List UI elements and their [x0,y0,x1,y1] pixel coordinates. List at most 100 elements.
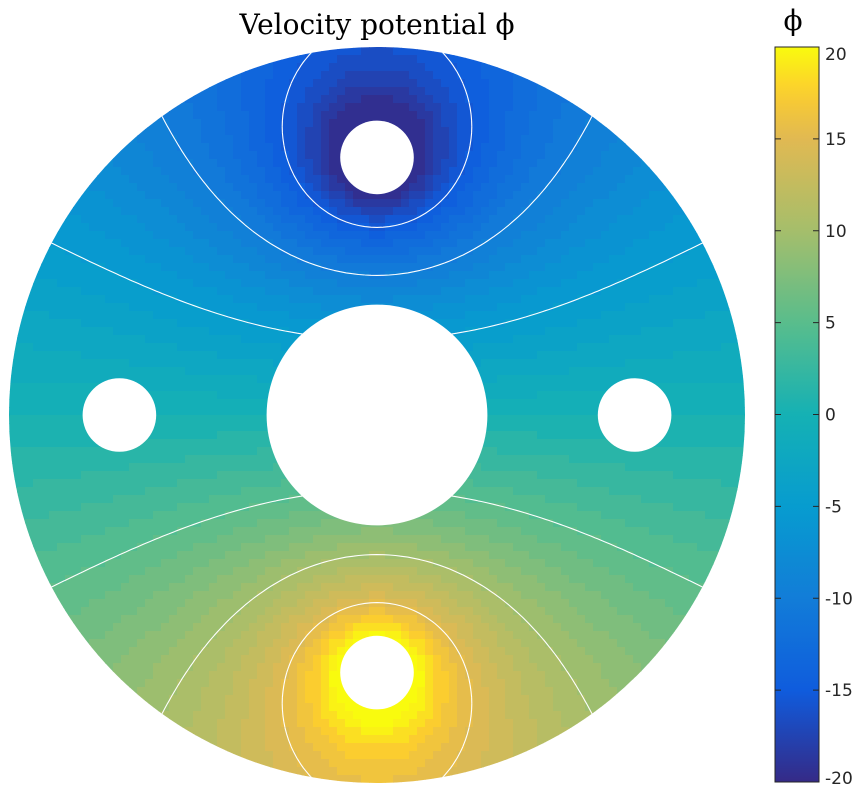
field-cell [401,255,410,264]
field-cell [209,287,218,296]
field-cell [209,703,218,712]
field-cell [169,255,178,264]
field-cell [153,599,162,608]
field-cell [489,407,498,416]
field-cell [89,271,98,280]
field-cell [489,127,498,136]
field-cell [169,247,178,256]
field-cell [209,423,218,432]
field-cell [369,727,378,736]
field-cell [417,223,426,232]
field-cell [25,311,34,320]
field-cell [385,287,394,296]
field-cell [345,599,354,608]
field-cell [337,719,346,728]
field-cell [249,583,258,592]
field-cell [481,767,490,776]
field-cell [425,711,434,720]
field-cell [249,391,258,400]
field-cell [297,679,306,688]
field-cell [49,511,58,520]
field-cell [489,695,498,704]
field-cell [185,127,194,136]
field-cell [401,231,410,240]
field-cell [113,255,122,264]
field-cell [249,559,258,568]
field-cell [233,663,242,672]
field-cell [497,567,506,576]
field-cell [41,463,50,472]
field-cell [249,415,258,424]
field-cell [233,215,242,224]
field-cell [49,567,58,576]
field-cell [217,239,226,248]
field-cell [161,343,170,352]
field-cell [465,663,474,672]
field-cell [305,631,314,640]
field-cell [393,751,402,760]
field-cell [249,703,258,712]
field-cell [185,431,194,440]
field-cell [449,135,458,144]
field-cell [289,63,298,72]
field-cell [257,423,266,432]
field-cell [241,471,250,480]
field-cell [201,143,210,152]
field-cell [233,295,242,304]
field-cell [81,199,90,208]
field-cell [281,247,290,256]
field-cell [393,583,402,592]
field-cell [505,551,514,560]
field-cell [465,503,474,512]
field-cell [161,519,170,528]
field-cell [129,559,138,568]
field-cell [353,271,362,280]
field-cell [129,183,138,192]
field-cell [377,87,386,96]
field-cell [105,175,114,184]
field-cell [9,439,18,448]
field-cell [393,575,402,584]
field-cell [505,287,514,296]
field-cell [249,695,258,704]
field-cell [409,695,418,704]
field-cell [337,135,346,144]
field-cell [337,583,346,592]
field-cell [249,375,258,384]
field-cell [297,191,306,200]
field-cell [209,511,218,520]
field-cell [497,583,506,592]
field-cell [369,751,378,760]
field-cell [393,719,402,728]
field-cell [417,175,426,184]
field-cell [17,319,26,328]
field-cell [401,543,410,552]
field-cell [241,663,250,672]
field-cell [121,511,130,520]
field-cell [17,447,26,456]
field-cell [201,735,210,744]
field-cell [201,679,210,688]
field-cell [153,695,162,704]
field-cell [209,719,218,728]
field-cell [145,503,154,512]
field-cell [57,583,66,592]
field-cell [505,359,514,368]
field-cell [89,471,98,480]
field-cell [449,511,458,520]
field-cell [369,47,378,56]
field-cell [273,663,282,672]
field-cell [161,687,170,696]
field-cell [273,151,282,160]
field-cell [497,367,506,376]
field-cell [153,143,162,152]
field-cell [433,575,442,584]
field-cell [65,351,74,360]
field-cell [161,607,170,616]
field-cell [217,255,226,264]
field-cell [137,247,146,256]
field-cell [153,623,162,632]
field-cell [361,191,370,200]
field-cell [257,319,266,328]
field-cell [169,183,178,192]
